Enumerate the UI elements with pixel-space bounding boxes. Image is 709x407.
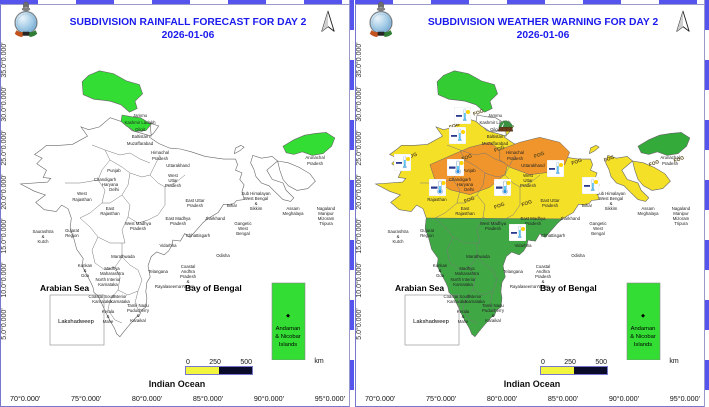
svg-text:Pradesh: Pradesh bbox=[525, 221, 542, 226]
svg-text:Kashmir Ladakh: Kashmir Ladakh bbox=[124, 120, 156, 125]
svg-text:Lakshadweep: Lakshadweep bbox=[58, 319, 94, 325]
svg-text:Jharkhand: Jharkhand bbox=[205, 216, 226, 221]
svg-text:Bengal: Bengal bbox=[591, 231, 604, 236]
svg-text:Mahe: Mahe bbox=[458, 319, 469, 324]
svg-text:◆: ◆ bbox=[286, 313, 290, 319]
svg-text:& Nicobar: & Nicobar bbox=[630, 334, 656, 340]
svg-text:Bengal: Bengal bbox=[236, 231, 249, 236]
svg-text:Himachal: Himachal bbox=[151, 150, 169, 155]
svg-text:Sikkim: Sikkim bbox=[605, 206, 618, 211]
svg-text:Rajasthan: Rajasthan bbox=[455, 211, 475, 216]
svg-text:Andaman: Andaman bbox=[276, 326, 301, 332]
svg-text:Pradesh: Pradesh bbox=[520, 183, 537, 188]
svg-text:Maharashtra: Maharashtra bbox=[455, 271, 480, 276]
svg-text:Telangana: Telangana bbox=[503, 269, 523, 274]
svg-text:Pradesh: Pradesh bbox=[187, 203, 204, 208]
svg-text:Pradesh: Pradesh bbox=[170, 221, 187, 226]
svg-text:Rajasthan: Rajasthan bbox=[427, 197, 447, 202]
svg-text:Pradesh: Pradesh bbox=[542, 203, 559, 208]
svg-text:Punjab: Punjab bbox=[462, 168, 476, 173]
svg-text:Region: Region bbox=[420, 233, 434, 238]
svg-text:Punjab: Punjab bbox=[107, 168, 121, 173]
svg-text:Pradesh: Pradesh bbox=[307, 161, 324, 166]
svg-text:Karaikal: Karaikal bbox=[130, 318, 146, 323]
svg-text:Islands: Islands bbox=[279, 342, 297, 348]
svg-text:Rayalaseema: Rayalaseema bbox=[510, 284, 537, 289]
svg-text:Bay of Bengal: Bay of Bengal bbox=[185, 283, 242, 293]
svg-text:Meghalaya: Meghalaya bbox=[282, 211, 304, 216]
svg-text:Rajasthan: Rajasthan bbox=[72, 197, 92, 202]
svg-text:Karnataka: Karnataka bbox=[98, 282, 118, 287]
svg-text:Arabian Sea: Arabian Sea bbox=[395, 283, 444, 293]
svg-text:Bay of Bengal: Bay of Bengal bbox=[540, 283, 597, 293]
svg-text:Pradesh: Pradesh bbox=[165, 183, 182, 188]
svg-text:Pradesh: Pradesh bbox=[130, 226, 147, 231]
svg-text:Chhattisgarh: Chhattisgarh bbox=[541, 233, 566, 238]
svg-text:West: West bbox=[432, 191, 443, 196]
svg-text:West: West bbox=[77, 191, 88, 196]
svg-text:◆: ◆ bbox=[641, 313, 645, 319]
svg-text:Goa: Goa bbox=[81, 273, 90, 278]
svg-text:Gilgit: Gilgit bbox=[135, 127, 146, 132]
svg-text:Pradesh: Pradesh bbox=[152, 156, 169, 161]
svg-text:Rayalaseema: Rayalaseema bbox=[155, 284, 182, 289]
svg-text:Bihar: Bihar bbox=[227, 203, 238, 208]
svg-text:Jammu: Jammu bbox=[488, 113, 503, 118]
svg-text:Goa: Goa bbox=[436, 273, 445, 278]
svg-text:Maharashtra: Maharashtra bbox=[100, 271, 125, 276]
svg-text:Karnataka: Karnataka bbox=[453, 282, 473, 287]
svg-text:Bihar: Bihar bbox=[582, 203, 593, 208]
svg-text:Region: Region bbox=[65, 233, 79, 238]
svg-text:Islands: Islands bbox=[634, 342, 652, 348]
svg-text:& Nicobar: & Nicobar bbox=[275, 334, 301, 340]
svg-text:Sikkim: Sikkim bbox=[250, 206, 263, 211]
svg-text:Baltistan: Baltistan bbox=[487, 134, 504, 139]
svg-text:Baltistan: Baltistan bbox=[132, 134, 149, 139]
svg-text:Muzaffarabad: Muzaffarabad bbox=[482, 141, 509, 146]
svg-text:Arabian Sea: Arabian Sea bbox=[40, 283, 89, 293]
svg-text:Chhattisgarh: Chhattisgarh bbox=[186, 233, 211, 238]
svg-text:Uttarakhand: Uttarakhand bbox=[166, 163, 190, 168]
svg-text:Marathwada: Marathwada bbox=[466, 254, 490, 259]
svg-text:Vidarbha: Vidarbha bbox=[159, 243, 177, 248]
svg-text:Jharkhand: Jharkhand bbox=[560, 216, 581, 221]
svg-text:Lakshadweep: Lakshadweep bbox=[413, 319, 449, 325]
svg-text:Meghalaya: Meghalaya bbox=[637, 211, 659, 216]
svg-text:Arunachal: Arunachal bbox=[305, 155, 324, 160]
svg-text:Odisha: Odisha bbox=[216, 253, 230, 258]
svg-text:Marathwada: Marathwada bbox=[111, 254, 135, 259]
svg-text:Andaman: Andaman bbox=[631, 326, 656, 332]
svg-text:Odisha: Odisha bbox=[571, 253, 585, 258]
svg-text:Rajasthan: Rajasthan bbox=[100, 211, 120, 216]
svg-text:Uttarakhand: Uttarakhand bbox=[521, 163, 545, 168]
svg-text:Karaikal: Karaikal bbox=[485, 318, 501, 323]
svg-text:Kashmir Ladakh: Kashmir Ladakh bbox=[479, 120, 511, 125]
svg-text:Delhi: Delhi bbox=[109, 187, 119, 192]
svg-text:FOG: FOG bbox=[648, 159, 660, 168]
svg-text:Tripura: Tripura bbox=[674, 221, 688, 226]
svg-text:Kutch: Kutch bbox=[393, 239, 405, 244]
svg-text:Telangana: Telangana bbox=[148, 269, 168, 274]
svg-text:Jammu: Jammu bbox=[133, 113, 148, 118]
svg-text:Pradesh: Pradesh bbox=[485, 226, 502, 231]
svg-text:Gilgit: Gilgit bbox=[490, 127, 501, 132]
svg-text:Kutch: Kutch bbox=[38, 239, 50, 244]
svg-text:Tripura: Tripura bbox=[319, 221, 333, 226]
svg-text:Mahe: Mahe bbox=[103, 319, 114, 324]
svg-text:Delhi: Delhi bbox=[464, 187, 474, 192]
svg-text:Muzaffarabad: Muzaffarabad bbox=[127, 141, 154, 146]
svg-text:Pradesh: Pradesh bbox=[507, 156, 524, 161]
svg-text:Himachal: Himachal bbox=[506, 150, 524, 155]
svg-text:Vidarbha: Vidarbha bbox=[514, 243, 532, 248]
